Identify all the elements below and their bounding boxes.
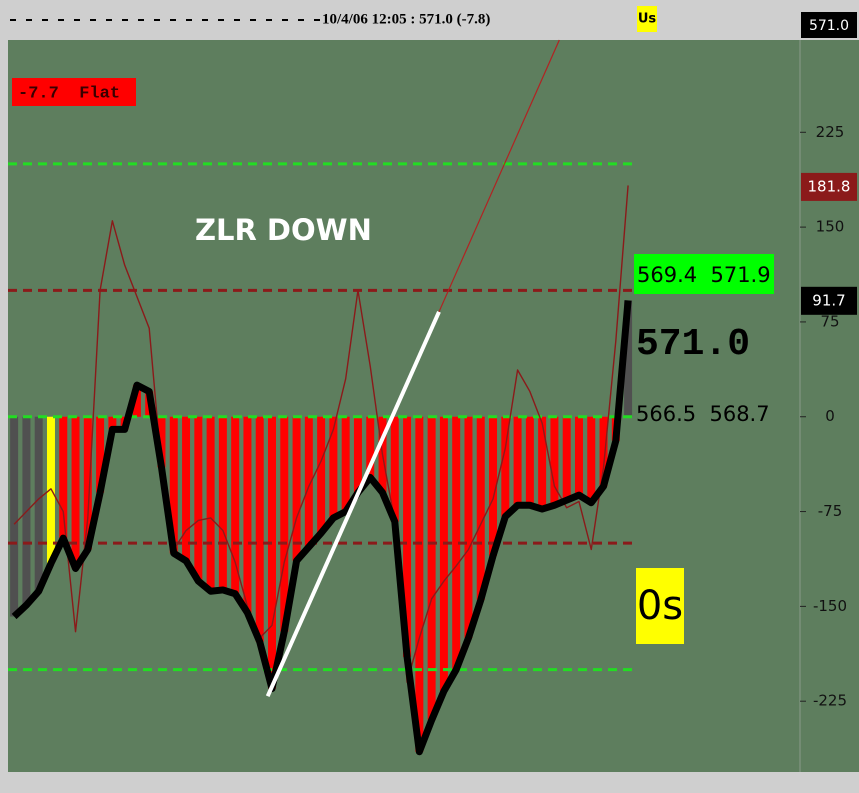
histogram-bar	[231, 416, 240, 594]
histogram-bar	[280, 416, 289, 632]
histogram-bar	[218, 416, 227, 590]
header-tag-box	[637, 6, 657, 32]
histogram-bar	[599, 416, 608, 487]
histogram-bar	[243, 416, 252, 613]
pattern-label: ZLR DOWN	[195, 213, 372, 247]
histogram-bar	[182, 416, 191, 561]
histogram-bar	[157, 416, 166, 468]
timer-box	[636, 568, 684, 644]
histogram-bar	[10, 416, 19, 617]
last-price: 571.0	[636, 323, 750, 366]
y-tick-label: 0	[825, 407, 835, 425]
y-tick-label: 150	[816, 218, 845, 236]
y-tick-label: 75	[820, 312, 839, 330]
histogram-bar	[550, 416, 559, 506]
histogram-bar	[427, 416, 436, 721]
histogram-bar	[59, 416, 68, 539]
axis-area	[800, 40, 859, 772]
histogram-bar	[169, 416, 178, 554]
histogram-bar	[108, 416, 117, 430]
y-tick-label: -75	[818, 502, 843, 520]
histogram-bar	[268, 416, 276, 689]
status-label: -7.7 Flat	[18, 84, 120, 103]
header: 10/4/06 12:05 : 571.0 (-7.8)	[322, 11, 490, 27]
histogram-bar	[132, 385, 141, 417]
price-box-bg	[801, 12, 857, 38]
end-label: 91.7	[812, 291, 845, 309]
histogram-bar	[439, 416, 448, 692]
end-label-box	[801, 286, 857, 315]
histogram-bar	[304, 416, 313, 547]
histogram-bar	[341, 416, 350, 512]
cci-line	[11, 300, 632, 756]
histogram-bar	[587, 416, 596, 503]
histogram-bar	[83, 416, 92, 550]
histogram-bar	[538, 416, 547, 510]
y-tick-label: -225	[813, 692, 847, 710]
histogram-bar	[489, 416, 498, 556]
bid-ask: 569.4 571.9	[637, 263, 771, 287]
histogram-bar	[366, 416, 375, 478]
histogram-bar	[574, 416, 583, 496]
histogram-bar	[96, 416, 105, 493]
histogram-bar	[525, 416, 534, 506]
histogram-bar	[513, 416, 522, 506]
histogram-bar	[194, 416, 203, 582]
range-label: 566.5 568.7	[636, 402, 770, 426]
histogram-bar	[317, 416, 326, 534]
histogram-bar	[452, 416, 461, 670]
histogram-bar	[624, 300, 633, 417]
histogram-bar	[34, 416, 43, 592]
histogram-bar	[71, 416, 80, 569]
tcci-line	[13, 185, 629, 683]
header-tag: Us	[638, 12, 657, 27]
trend-line	[438, 39, 560, 313]
histogram-bar	[464, 416, 473, 638]
histogram-bar	[292, 416, 301, 561]
timer-label: 0s	[637, 583, 683, 629]
end-label-box	[801, 172, 857, 201]
histogram-bar	[255, 416, 264, 642]
trend-line	[265, 310, 441, 697]
histogram-bar	[403, 416, 412, 657]
histogram-bar	[501, 416, 510, 517]
histogram-bar	[353, 416, 362, 493]
histogram-bar	[206, 416, 215, 592]
histogram-bar	[390, 416, 399, 522]
histogram-bar	[329, 416, 338, 518]
price-box: 571.0	[809, 18, 849, 34]
bid-ask-box	[634, 254, 774, 294]
y-tick-label: -150	[813, 597, 847, 615]
histogram-bar	[476, 416, 485, 601]
end-label: 181.8	[808, 177, 851, 195]
histogram-bar	[562, 416, 571, 501]
status-box	[12, 78, 136, 106]
histogram-bar	[415, 416, 424, 752]
y-tick-label: 225	[816, 123, 845, 141]
